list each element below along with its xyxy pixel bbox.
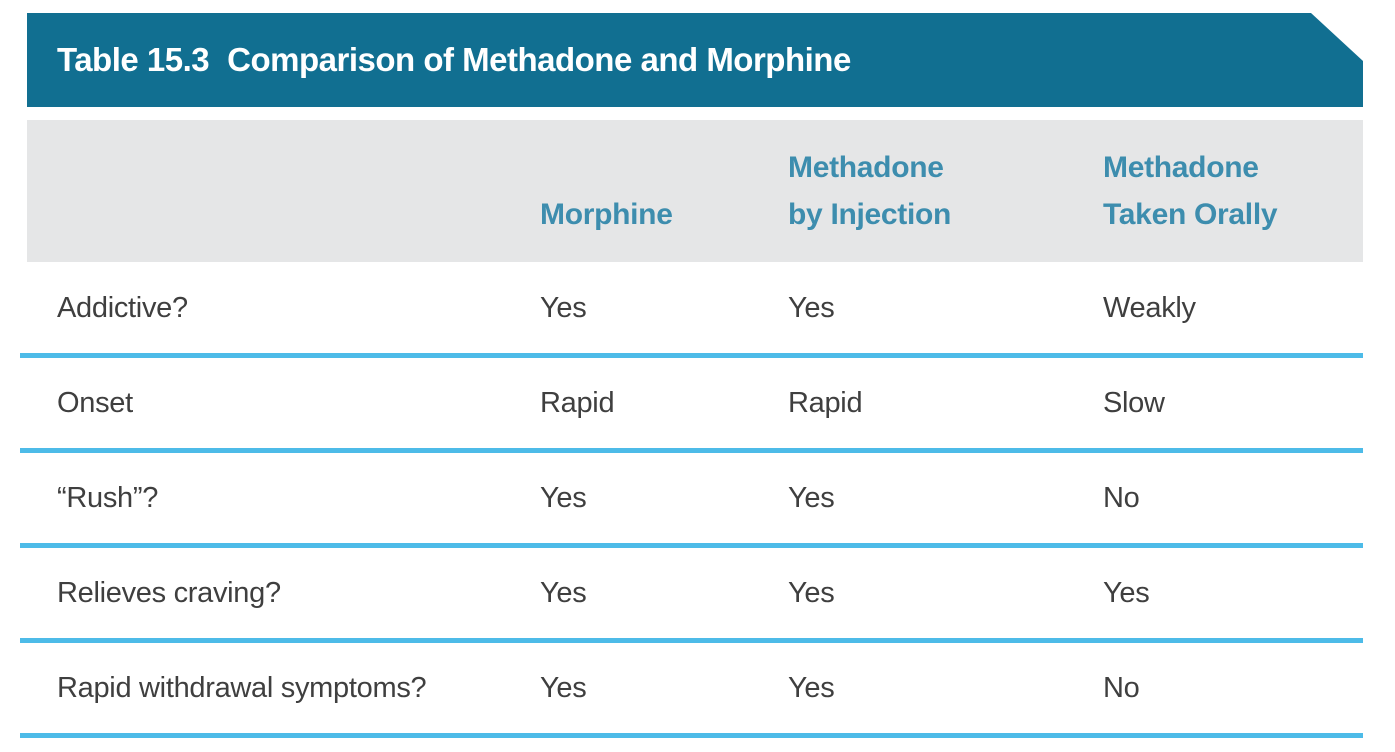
- table-row: “Rush”? Yes Yes No: [20, 453, 1363, 548]
- column-header-methadone-injection-line1: Methadone: [788, 151, 944, 184]
- cell-methadone-injection: Yes: [788, 482, 835, 514]
- cell-morphine: Yes: [540, 577, 587, 609]
- column-header-morphine-label: Morphine: [540, 198, 673, 231]
- row-label: “Rush”?: [57, 482, 159, 514]
- cell-methadone-injection: Yes: [788, 672, 835, 704]
- cell-methadone-oral: Weakly: [1103, 292, 1196, 324]
- table-number-label: Table 15.3: [57, 41, 210, 78]
- row-label: Rapid withdrawal symptoms?: [57, 672, 427, 704]
- cell-methadone-oral: No: [1103, 482, 1140, 514]
- row-label: Relieves craving?: [57, 577, 281, 609]
- column-header-methadone-injection: Methadone by Injection: [788, 144, 951, 238]
- cell-methadone-injection: Rapid: [788, 387, 863, 419]
- table-row: Relieves craving? Yes Yes Yes: [20, 548, 1363, 643]
- column-header-methadone-injection-line2: by Injection: [788, 198, 952, 231]
- table-row: Onset Rapid Rapid Slow: [20, 358, 1363, 453]
- row-label: Onset: [57, 387, 133, 419]
- table-row: Rapid withdrawal symptoms? Yes Yes No: [20, 643, 1363, 738]
- table-title-text: Comparison of Methadone and Morphine: [227, 41, 851, 78]
- column-header-methadone-oral-line1: Methadone: [1103, 151, 1259, 184]
- cell-morphine: Yes: [540, 672, 587, 704]
- cell-methadone-oral: Slow: [1103, 387, 1165, 419]
- cell-morphine: Yes: [540, 482, 587, 514]
- column-header-morphine: Morphine: [540, 191, 673, 238]
- cell-methadone-oral: Yes: [1103, 577, 1150, 609]
- cell-methadone-injection: Yes: [788, 577, 835, 609]
- cell-methadone-injection: Yes: [788, 292, 835, 324]
- table-row: Addictive? Yes Yes Weakly: [20, 263, 1363, 358]
- cell-morphine: Rapid: [540, 387, 615, 419]
- cell-methadone-oral: No: [1103, 672, 1140, 704]
- column-header-band: Morphine Methadone by Injection Methadon…: [27, 120, 1363, 262]
- row-label: Addictive?: [57, 292, 188, 324]
- column-header-methadone-oral-line2: Taken Orally: [1103, 198, 1278, 231]
- cell-morphine: Yes: [540, 292, 587, 324]
- column-header-methadone-oral: Methadone Taken Orally: [1103, 144, 1278, 238]
- table-body: Addictive? Yes Yes Weakly Onset Rapid Ra…: [20, 263, 1363, 738]
- table-title-bar: Table 15.3 Comparison of Methadone and M…: [27, 13, 1363, 107]
